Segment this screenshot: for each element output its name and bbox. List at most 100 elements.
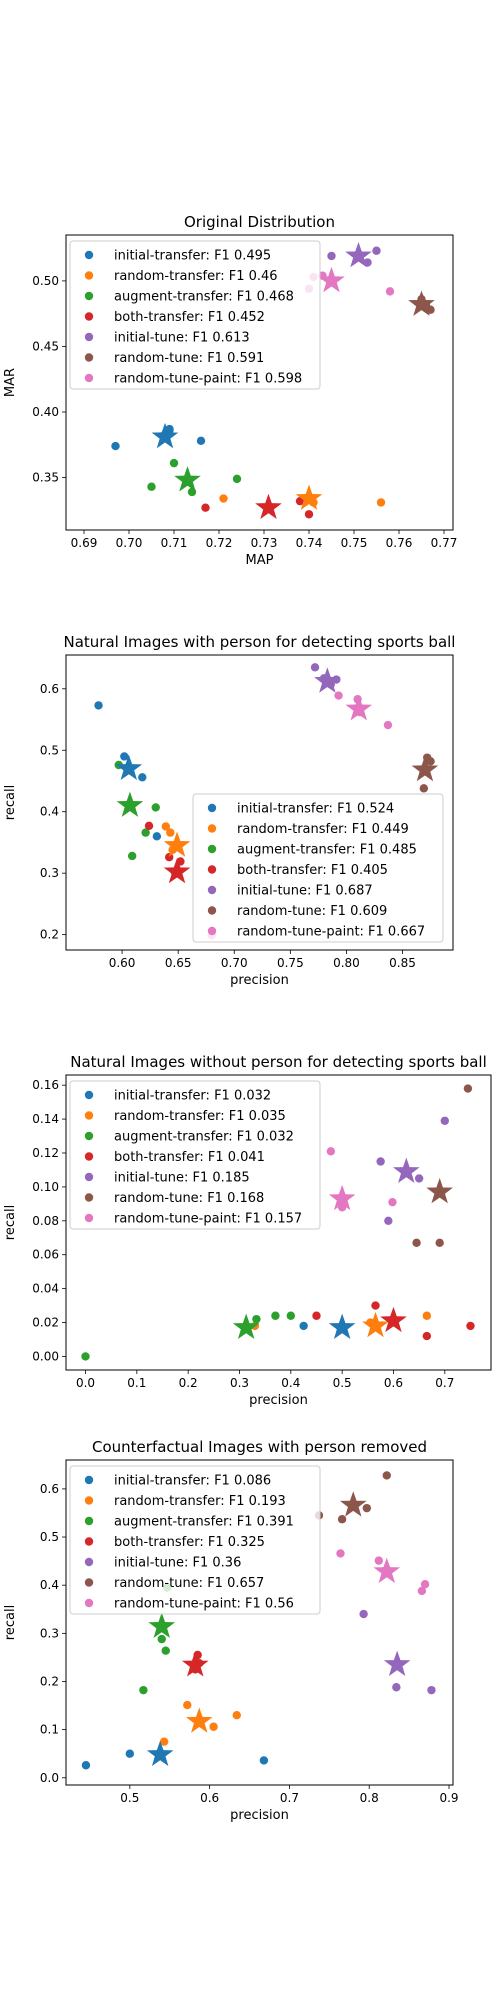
y-axis-label: MAR: [3, 368, 18, 397]
x-tick-label: 0.8: [360, 1791, 379, 1805]
data-point: [299, 1321, 308, 1331]
y-tick-label: 0.5: [40, 1530, 59, 1544]
legend-box: [192, 793, 444, 943]
data-point: [196, 436, 206, 446]
x-tick-label: 0.0: [76, 1376, 95, 1390]
mean-star-marker: [151, 422, 179, 449]
x-tick-label: 0.80: [333, 956, 360, 970]
x-tick-label: 0.7: [435, 1376, 454, 1390]
data-point: [94, 701, 103, 710]
plot-frame: [65, 1459, 454, 1786]
x-axis-label: MAP: [246, 553, 274, 568]
mean-star-marker: [163, 831, 191, 857]
legend-entry: both-transfer: F1 0.405: [237, 863, 388, 878]
data-point: [376, 1157, 385, 1166]
x-tick-label: 0.5: [333, 1376, 352, 1390]
y-tick-label: 0.50: [32, 274, 59, 288]
x-tick-label: 0.75: [341, 536, 368, 550]
data-point: [232, 1710, 241, 1720]
legend-entry: initial-tune: F1 0.185: [114, 1171, 250, 1186]
x-tick-label: 0.3: [230, 1376, 249, 1390]
x-tick-label: 0.71: [161, 536, 188, 550]
data-point: [385, 287, 395, 296]
x-tick-label: 0.1: [127, 1376, 146, 1390]
data-point: [271, 1311, 280, 1320]
legend-entry: random-transfer: F1 0.193: [114, 1494, 286, 1509]
legend-box: [69, 1465, 321, 1615]
legend-marker: [84, 1537, 94, 1546]
x-tick-label: 0.72: [206, 536, 233, 550]
mean-star-marker: [318, 266, 345, 293]
legend-marker: [84, 1516, 94, 1526]
y-tick-label: 0.5: [40, 743, 59, 757]
y-tick-label: 0.02: [32, 1316, 59, 1330]
mean-star-marker: [163, 857, 191, 884]
legend-marker: [84, 1213, 94, 1223]
data-point: [435, 1238, 444, 1248]
data-point: [422, 1331, 432, 1341]
data-point: [120, 752, 129, 761]
mean-star-marker: [185, 1707, 213, 1733]
legend-marker: [207, 926, 217, 936]
legend-box: [69, 1080, 321, 1230]
x-tick-label: 0.6: [384, 1376, 403, 1390]
legend-entry: initial-transfer: F1 0.032: [114, 1089, 271, 1104]
data-point: [466, 1321, 475, 1331]
data-point: [219, 494, 228, 503]
data-point: [362, 1503, 372, 1513]
y-tick-label: 0.0: [40, 1771, 59, 1785]
data-point: [383, 720, 393, 730]
data-point: [419, 784, 429, 793]
legend-marker: [84, 1131, 94, 1141]
plot-frame: [65, 234, 454, 531]
y-tick-label: 0.00: [32, 1349, 59, 1363]
data-point: [141, 828, 150, 837]
legend-entry: random-tune: F1 0.657: [114, 1576, 264, 1591]
x-tick-label: 0.70: [221, 956, 248, 970]
data-point: [138, 773, 147, 782]
legend-entry: random-tune-paint: F1 0.667: [237, 925, 425, 940]
legend-entry: random-tune-paint: F1 0.56: [114, 1597, 294, 1612]
mean-star-marker: [411, 755, 439, 782]
y-tick-label: 0.3: [40, 1626, 59, 1640]
x-tick-label: 0.4: [281, 1376, 300, 1390]
chart-4: Counterfactual Images with person remove…: [3, 1438, 459, 1823]
data-point: [125, 1749, 135, 1758]
legend-entry: augment-transfer: F1 0.032: [114, 1130, 294, 1145]
legend-marker: [84, 250, 94, 260]
data-point: [147, 482, 156, 491]
mean-star-marker: [115, 754, 143, 781]
legend-marker: [207, 844, 217, 854]
data-point: [183, 1700, 192, 1710]
x-tick-label: 0.9: [439, 1791, 458, 1805]
data-point: [161, 822, 171, 831]
data-point: [161, 1646, 170, 1655]
legend-marker: [207, 885, 217, 895]
legend-marker: [84, 1111, 94, 1120]
chart-title: Counterfactual Images with person remove…: [92, 1438, 427, 1456]
legend-marker: [84, 1475, 94, 1485]
data-point: [312, 1311, 321, 1320]
legend-entry: initial-tune: F1 0.36: [114, 1556, 241, 1571]
data-point: [388, 1197, 397, 1207]
x-tick-label: 0.69: [71, 536, 98, 550]
mean-star-marker: [174, 466, 201, 492]
legend-marker: [84, 1578, 94, 1587]
y-tick-label: 0.1: [40, 1723, 59, 1737]
mean-star-marker: [426, 1177, 453, 1204]
data-point: [336, 1549, 345, 1558]
data-point: [304, 510, 314, 519]
data-point: [159, 1737, 169, 1746]
legend-marker: [84, 1496, 94, 1505]
legend-entry: initial-tune: F1 0.687: [237, 884, 373, 899]
plot-frame: [65, 654, 454, 951]
mean-star-marker: [339, 1491, 367, 1517]
mean-star-marker: [314, 667, 341, 693]
legend-entry: random-tune-paint: F1 0.157: [114, 1212, 302, 1227]
y-tick-label: 0.2: [40, 928, 59, 942]
data-point: [372, 246, 381, 255]
legend-marker: [84, 1193, 94, 1202]
legend-entry: initial-tune: F1 0.613: [114, 331, 250, 346]
data-point: [422, 1311, 432, 1320]
